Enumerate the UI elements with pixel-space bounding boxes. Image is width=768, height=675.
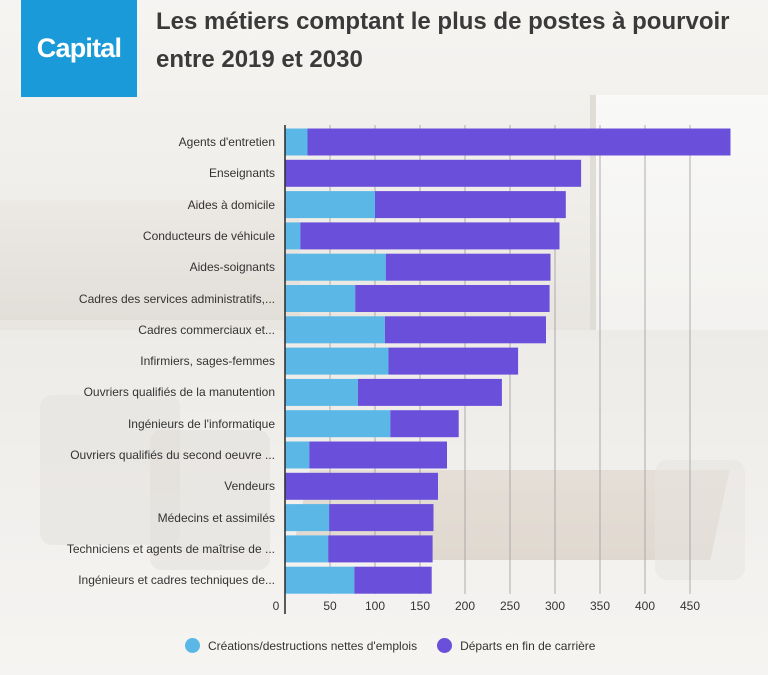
bar-departs [309,441,447,469]
bar-departs [355,285,550,312]
bar-creations [285,504,330,532]
legend-item-creations: Créations/destructions nettes d'emplois [185,638,417,653]
bar-creations [285,535,329,563]
bar-creations [285,316,385,344]
x-tick-label: 350 [589,599,611,613]
bar-departs [388,347,519,375]
x-tick-label: 200 [454,599,476,613]
legend-label: Départs en fin de carrière [460,638,596,653]
logo-text: Capital [36,33,122,63]
x-tick-label: 250 [499,599,521,613]
bar-departs [328,535,433,563]
x-tick-label: 300 [544,599,566,613]
bar-departs [329,504,434,532]
bar-creations [285,128,308,156]
bar-departs [285,472,438,500]
bar-creations [285,347,389,375]
chart-title-line-2: entre 2019 et 2030 [156,46,363,73]
category-label: Ingénieurs et cadres techniques de... [78,573,275,588]
category-label: Enseignants [208,166,275,181]
legend-swatch [185,638,200,653]
bar-departs [375,191,566,219]
bar-departs [357,378,502,406]
bar-departs [384,316,546,344]
category-label: Infirmiers, sages-femmes [140,354,275,369]
x-tick-label: 100 [364,599,386,613]
bar-departs [285,159,582,187]
category-label: Techniciens et agents de maîtrise de ... [66,541,275,556]
bar-departs [307,128,731,156]
category-label: Vendeurs [224,479,275,494]
category-label: Médecins et assimilés [157,510,275,525]
bar-creations [285,566,355,594]
category-label: Cadres des services administratifs,... [78,291,275,306]
bg-city-view [0,200,300,320]
bar-creations [285,253,386,281]
chart-title: Les métiers comptant le plus de postes à… [156,3,756,79]
legend-label: Créations/destructions nettes d'emplois [208,638,418,653]
bar-creations [285,378,358,406]
bar-creations [285,222,301,250]
x-tick-label: 50 [323,599,337,613]
x-tick-label: 150 [409,599,431,613]
bar-creations [285,285,356,312]
category-label: Aides-soignants [189,260,275,275]
x-tick-label: 450 [679,599,701,613]
x-tick-label: 400 [634,599,656,613]
bar-departs [300,222,560,250]
bar-departs [390,410,459,438]
bg-chair [150,430,270,570]
bar-departs [385,253,551,281]
x-tick-label: 0 [272,599,280,613]
category-label: Ouvriers qualifiés de la manutention [83,385,275,400]
category-label: Ouvriers qualifiés du second oeuvre ... [70,448,275,462]
category-label: Ingénieurs de l'informatique [127,416,275,431]
category-label: Conducteurs de véhicule [142,228,275,243]
bar-creations [285,441,310,469]
legend-item-departs: Départs en fin de carrière [437,638,595,653]
bg-chair [40,395,180,545]
chart-legend: Créations/destructions nettes d'emplois … [185,638,595,653]
chart-title-line-1: Les métiers comptant le plus de postes à… [156,8,730,35]
bar-departs [354,566,432,594]
category-label: Agents d'entretien [178,135,275,149]
capital-logo: Capital [21,0,137,97]
legend-swatch [437,638,453,653]
category-label: Cadres commerciaux et... [138,322,275,337]
category-label: Aides à domicile [187,197,275,212]
bg-chair [655,460,745,580]
bar-creations [285,191,375,219]
bar-creations [285,410,391,438]
